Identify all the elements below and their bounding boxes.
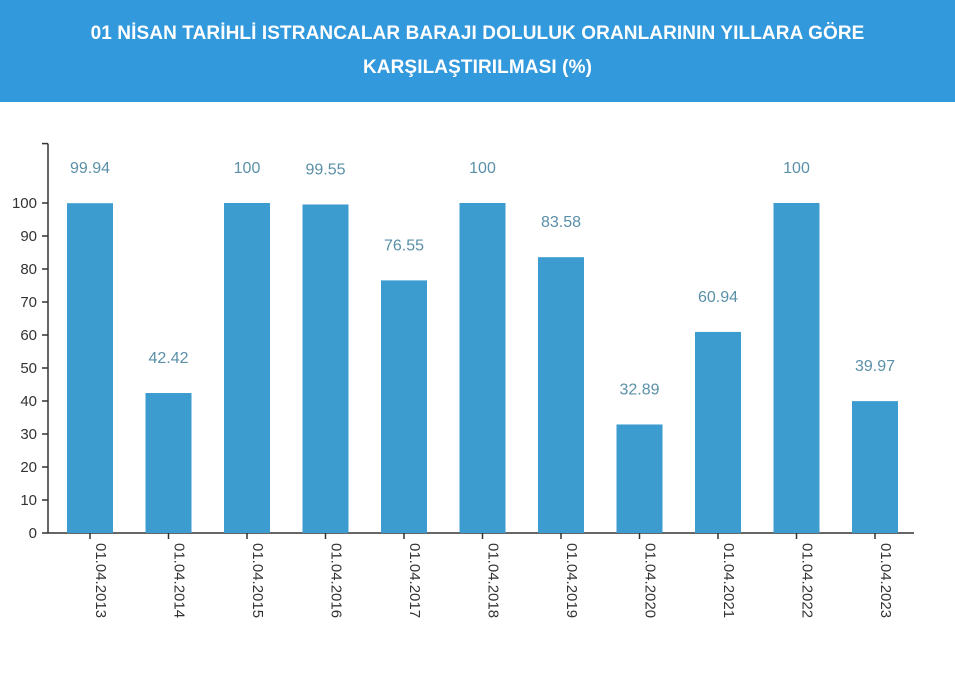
y-tick-label: 0: [29, 525, 37, 542]
y-tick-label: 30: [20, 426, 37, 443]
bar: [459, 203, 506, 533]
x-tick-label: 01.04.2013: [92, 543, 109, 618]
x-tick-label: 01.04.2016: [328, 543, 345, 618]
bar: [67, 203, 113, 533]
x-tick-label: 01.04.2021: [720, 543, 737, 618]
chart-header: 01 NİSAN TARİHLİ ISTRANCALAR BARAJI DOLU…: [0, 0, 955, 102]
data-label: 32.89: [619, 381, 659, 398]
x-tick-label: 01.04.2020: [642, 543, 659, 618]
y-tick-label: 90: [20, 228, 37, 245]
x-tick-label: 01.04.2017: [406, 543, 423, 618]
x-axis: 01.04.2013 01.04.2014 01.04.2015 01.04.2016…: [48, 532, 914, 618]
y-tick-label: 40: [20, 393, 37, 410]
y-tick-label: 70: [20, 294, 37, 311]
data-label: 100: [234, 160, 261, 177]
data-label: 42.42: [148, 350, 188, 367]
bar: [616, 424, 663, 533]
bar: [224, 203, 270, 533]
bar: [852, 401, 898, 533]
y-tick-label: 80: [20, 261, 37, 278]
bar: [145, 393, 192, 533]
data-label: 100: [469, 160, 496, 177]
data-labels: 99.94 42.42 100 99.55 76.55 100 83.58 32.89 60.9…: [70, 160, 895, 398]
x-tick-label: 01.04.2014: [171, 543, 188, 618]
data-label: 100: [783, 160, 810, 177]
x-tick-label: 01.04.2015: [249, 543, 266, 618]
bars: [67, 203, 898, 534]
data-label: 60.94: [698, 289, 738, 306]
bar: [302, 204, 349, 534]
y-tick-label: 60: [20, 327, 37, 344]
data-label: 76.55: [384, 237, 424, 254]
chart-title: 01 NİSAN TARİHLİ ISTRANCALAR BARAJI DOLU…: [90, 23, 865, 78]
data-label: 99.55: [305, 161, 345, 178]
y-tick-label: 50: [20, 360, 37, 377]
bar: [695, 331, 741, 533]
y-tick-label: 20: [20, 459, 37, 476]
x-tick-label: 01.04.2019: [563, 543, 580, 618]
x-tick-label: 01.04.2023: [877, 543, 894, 618]
data-label: 83.58: [541, 214, 581, 231]
bar: [538, 257, 584, 533]
y-tick-label: 10: [20, 492, 37, 509]
bar: [381, 280, 427, 533]
data-label: 39.97: [855, 358, 895, 375]
y-tick-label: 100: [12, 195, 37, 212]
x-tick-label: 01.04.2018: [485, 543, 502, 618]
data-label: 99.94: [70, 160, 110, 177]
y-axis: 0 10 20 30 40 50 60 70 80 90 100: [12, 142, 49, 542]
x-tick-label: 01.04.2022: [799, 543, 816, 618]
bar: [773, 203, 820, 533]
